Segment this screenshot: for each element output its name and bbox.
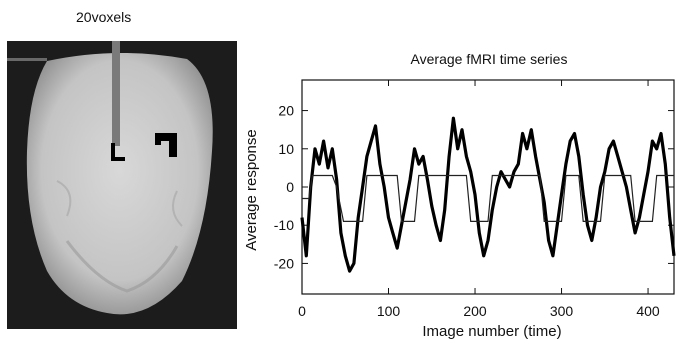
y-tick-label: 20 [278, 103, 294, 119]
series-line-model [302, 174, 674, 222]
x-tick-label: 100 [377, 303, 401, 319]
y-tick-label: 0 [286, 179, 294, 195]
y-tick-label: -20 [274, 255, 294, 271]
x-tick-label: 200 [463, 303, 487, 319]
x-tick-label: 0 [298, 303, 306, 319]
x-tick-label: 400 [636, 303, 660, 319]
brain-slice-image [7, 41, 237, 329]
y-tick-label: -10 [274, 217, 294, 233]
midline-fissure [112, 41, 120, 146]
plot-frame [301, 79, 675, 295]
brain-slice-graphic [7, 41, 237, 329]
y-axis-label: Average response [243, 129, 260, 250]
y-tick-label: 10 [278, 141, 294, 157]
brain-image-title: 20voxels [76, 9, 132, 25]
voxel-marker-right [155, 133, 177, 157]
x-axis-label: Image number (time) [422, 323, 561, 339]
chart-title: Average fMRI time series [411, 51, 568, 67]
series-line-response [300, 116, 676, 273]
voxel-marker-left [111, 143, 125, 161]
x-tick-label: 300 [550, 303, 574, 319]
fmri-chart: Average fMRI time series Average respons… [243, 51, 676, 339]
